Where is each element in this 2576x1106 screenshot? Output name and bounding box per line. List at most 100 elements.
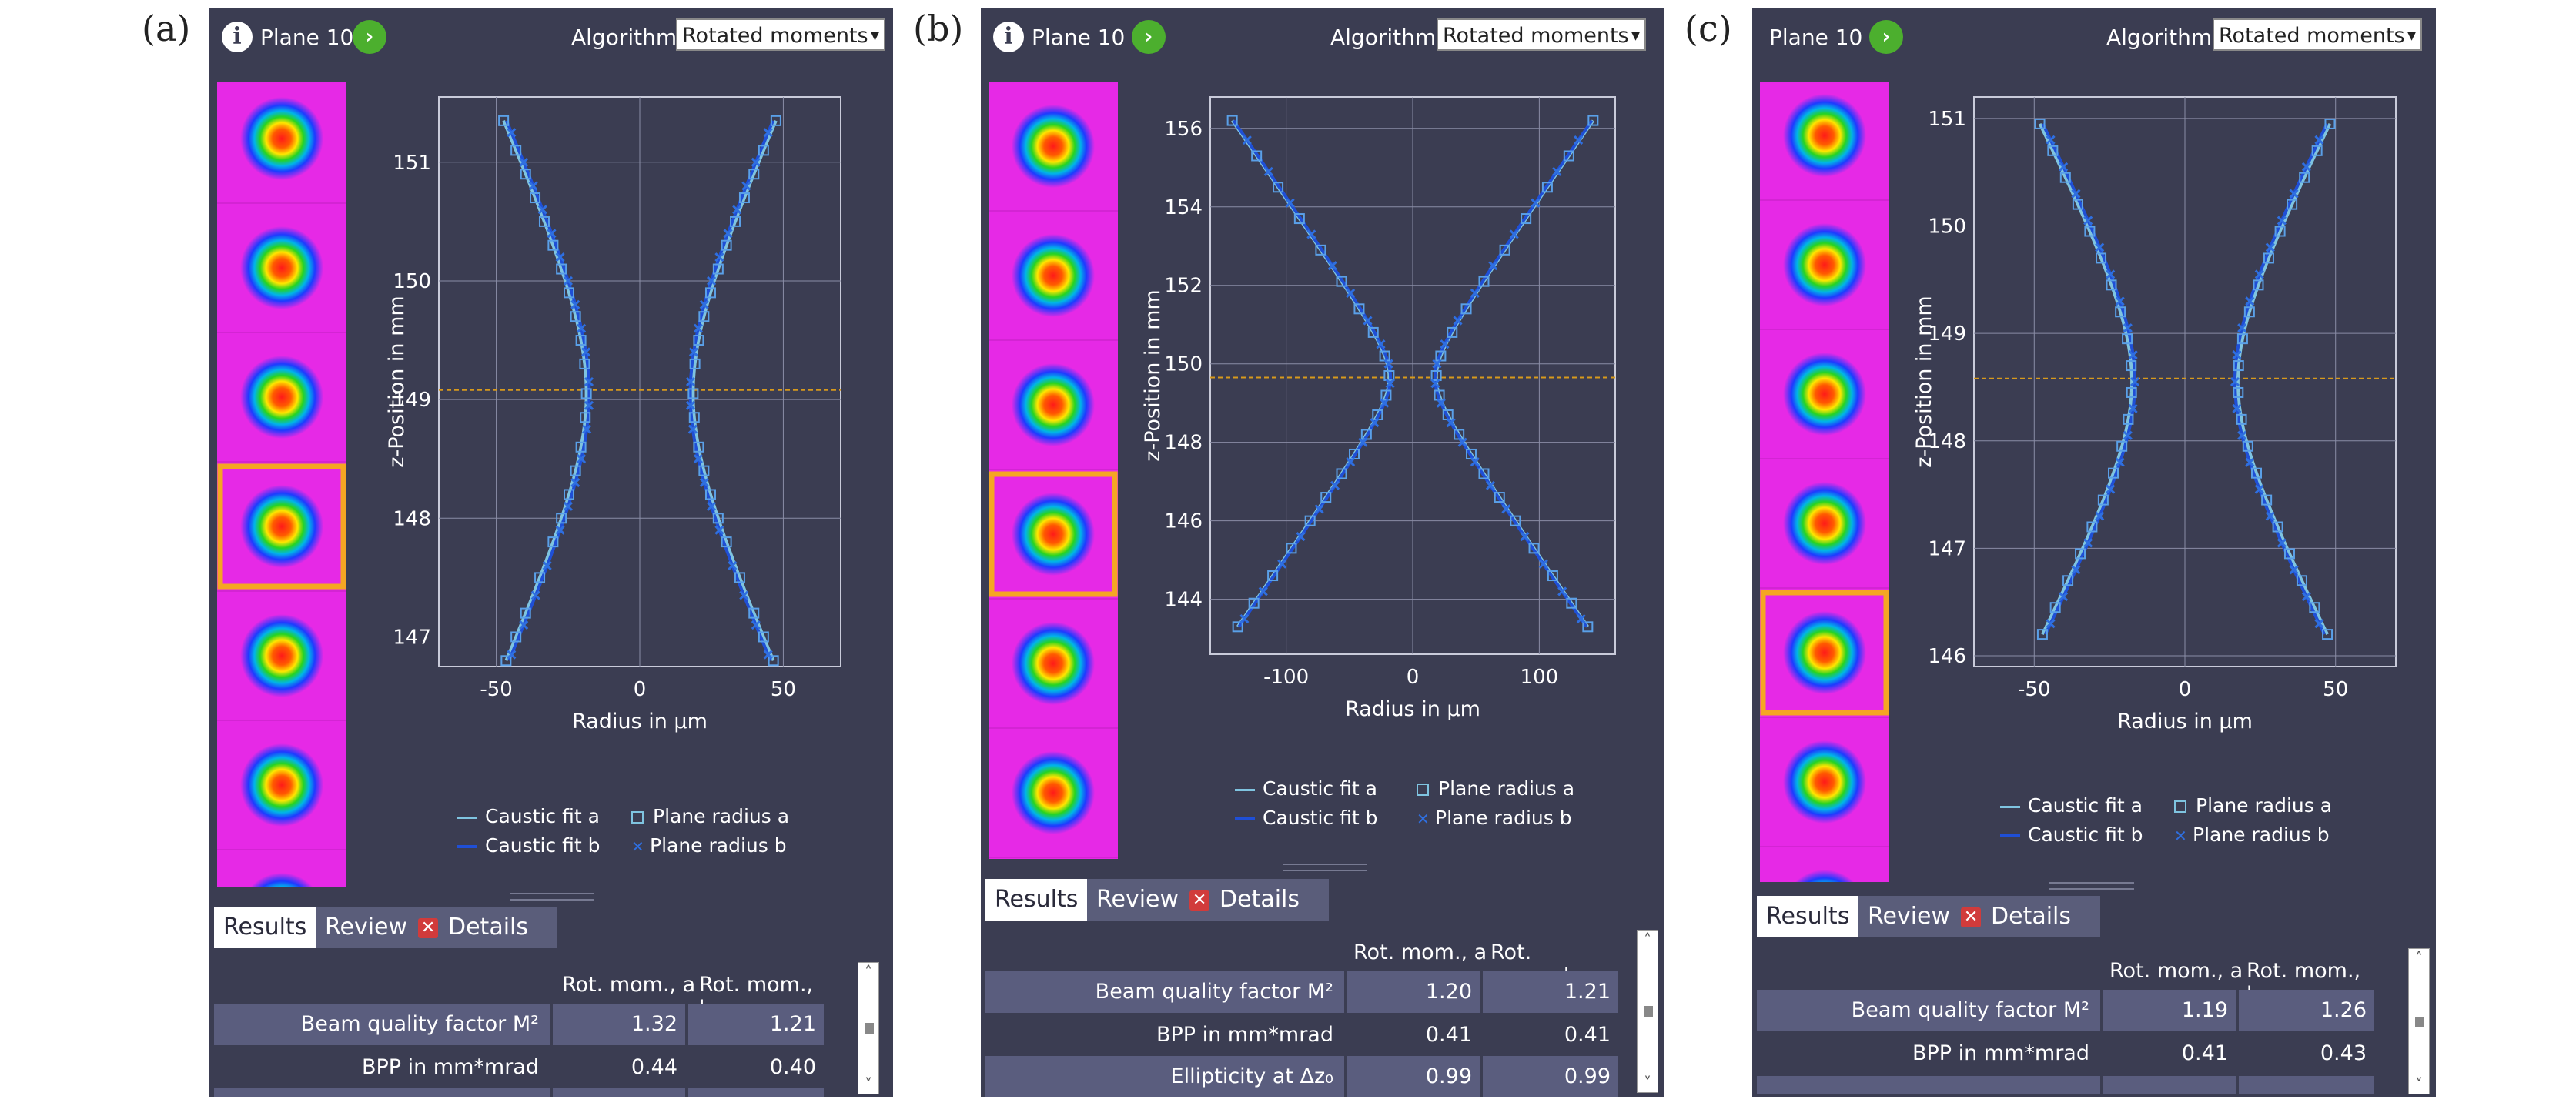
panel-splitter[interactable] <box>2049 882 2134 890</box>
tab-results[interactable]: Results <box>985 879 1096 921</box>
beam-image-strip[interactable] <box>1760 82 1889 882</box>
legend-radius-b: ✕ Plane radius b <box>631 834 787 857</box>
plane-radius-b-point <box>570 299 580 309</box>
panel-splitter[interactable] <box>1283 864 1367 871</box>
caustic-chart[interactable]: -100 0 100 144 146 148 150 152 154 156 Radius in µ… <box>1141 82 1651 762</box>
plane-radius-a-point <box>1447 326 1458 338</box>
plane-radius-a-point <box>564 489 575 500</box>
plane-radius-a-point <box>2236 333 2248 345</box>
plane-radius-b-point <box>1306 229 1316 239</box>
plane-radius-a-point <box>1304 515 1316 526</box>
plane-radius-a-point <box>580 412 591 423</box>
plane-radius-a-point <box>1541 182 1553 193</box>
plane-radius-a-point <box>2116 440 2128 452</box>
tab-review[interactable]: Review ✕ <box>1858 896 2000 937</box>
plane-radius-b-point <box>1430 379 1440 389</box>
caustic-chart[interactable]: -50 0 50 146 147 148 149 150 151 Radius in µm z-Po… <box>1912 82 2422 777</box>
tab-details[interactable]: Details <box>1982 896 2100 937</box>
plane-radius-b-point <box>2232 350 2242 360</box>
next-plane-icon[interactable]: › <box>353 20 386 54</box>
tab-results[interactable]: Results <box>1757 896 1868 937</box>
plane-radius-b-point <box>570 477 580 488</box>
table-scrollbar[interactable]: ˄ ˅ <box>1637 930 1658 1093</box>
next-plane-icon[interactable]: › <box>1869 20 1903 54</box>
algorithm-select[interactable]: Rotated moments ▾ <box>1437 18 1646 51</box>
table-scrollbar[interactable]: ˄ ˅ <box>858 962 879 1094</box>
panel-splitter[interactable] <box>510 893 594 901</box>
plane-radius-b-point <box>1380 398 1390 408</box>
plane-radius-a-point <box>500 655 512 667</box>
tab-review[interactable]: Review ✕ <box>1087 879 1229 921</box>
plane-radius-a-point <box>768 655 779 667</box>
value-b: 1.26 <box>2239 990 2374 1031</box>
plane-radius-b-point <box>1453 316 1463 326</box>
plane-radius-a-point <box>1510 515 1521 526</box>
plane-radius-b-point <box>2254 269 2264 279</box>
plane-radius-b-point <box>2046 619 2056 629</box>
legend-radius-a: Plane radius a <box>631 805 789 827</box>
plane-radius-b-point <box>519 620 529 630</box>
plane-radius-a-point <box>1563 150 1574 162</box>
y-tick-label: 152 <box>1164 275 1203 298</box>
value-a: 0.41 <box>1425 1023 1472 1047</box>
plane-radius-a-point <box>2287 199 2298 210</box>
plane-radius-b-point <box>1557 586 1567 596</box>
plane-radius-a-point <box>2322 629 2333 640</box>
algorithm-select[interactable]: Rotated moments ▾ <box>2213 18 2422 51</box>
plane-radius-a-point <box>688 412 700 423</box>
tab-details[interactable]: Details <box>1210 879 1329 921</box>
chevron-up-icon: ˄ <box>1644 931 1651 949</box>
plane-radius-b-point <box>2254 484 2264 494</box>
algorithm-select-value: Rotated moments <box>2219 24 2405 48</box>
beam-profile-image <box>240 356 323 439</box>
plane-radius-b-point <box>2071 565 2081 575</box>
tab-review[interactable]: Review ✕ <box>316 907 457 948</box>
plane-radius-a-point <box>1430 370 1442 381</box>
plane-radius-a-point <box>1587 115 1599 126</box>
plane-radius-b-point <box>584 400 594 410</box>
beam-image-strip[interactable] <box>217 82 346 887</box>
plane-radius-a-point <box>730 216 741 227</box>
value-a: 0.44 <box>631 1055 677 1079</box>
plane-radius-b-point <box>1385 379 1395 389</box>
x-tick-label: 0 <box>2179 678 2192 701</box>
tab-details[interactable]: Details <box>439 907 557 948</box>
table-scrollbar[interactable]: ˄ ˅ <box>2408 948 2430 1094</box>
tab-results[interactable]: Results <box>214 907 325 948</box>
toolbar: Plane 10 › Algorithm Rotated moments ▾ <box>1752 8 2436 68</box>
plane-radius-a-point <box>2084 226 2096 237</box>
plane-radius-a-point <box>2106 279 2117 291</box>
plane-radius-b-point <box>2265 511 2275 521</box>
plane-radius-a-point <box>712 513 724 524</box>
plane-radius-a-point <box>734 572 745 583</box>
plane-radius-a-point <box>2242 440 2253 452</box>
value-a: 0.99 <box>1347 1056 1480 1097</box>
table-header: Rot. mom., a Rot. mom., b <box>214 962 830 1021</box>
next-plane-icon[interactable]: › <box>1132 20 1166 54</box>
plane-radius-b-point <box>741 181 751 191</box>
plane-radius-a-point <box>770 115 781 126</box>
plane-radius-a-point <box>2253 279 2264 291</box>
beam-profile-image <box>1012 105 1095 188</box>
caustic-chart[interactable]: -50 0 50 147 148 149 150 151 Radius in µm z-Posit… <box>385 82 871 777</box>
algorithm-select[interactable]: Rotated moments ▾ <box>676 18 885 51</box>
plane-radius-b-point <box>2123 430 2133 440</box>
plane-radius-a-point <box>758 145 769 156</box>
beam-image-strip[interactable] <box>989 82 1118 859</box>
plane-radius-b-point <box>1239 614 1250 624</box>
plane-radius-a-point <box>2115 306 2126 318</box>
selected-plane-frame <box>1760 590 1889 716</box>
plane-radius-b-point <box>1296 531 1306 542</box>
info-icon[interactable]: i <box>993 22 1024 52</box>
y-tick-label: 148 <box>1928 430 1966 453</box>
info-icon[interactable]: i <box>222 22 253 52</box>
plane-radius-b-point <box>537 205 547 215</box>
legend-fit-b: Caustic fit b <box>1235 807 1377 829</box>
legend-fit-a: Caustic fit a <box>1235 777 1377 800</box>
beam-profile-image <box>1783 482 1866 565</box>
y-axis-label: z-Position in mm <box>1914 296 1936 467</box>
plane-radius-b-point <box>2237 323 2247 333</box>
plane-radius-a-point <box>1528 543 1540 554</box>
plane-radius-b-point <box>2277 538 2287 548</box>
plane-radius-a-point <box>1293 213 1305 225</box>
